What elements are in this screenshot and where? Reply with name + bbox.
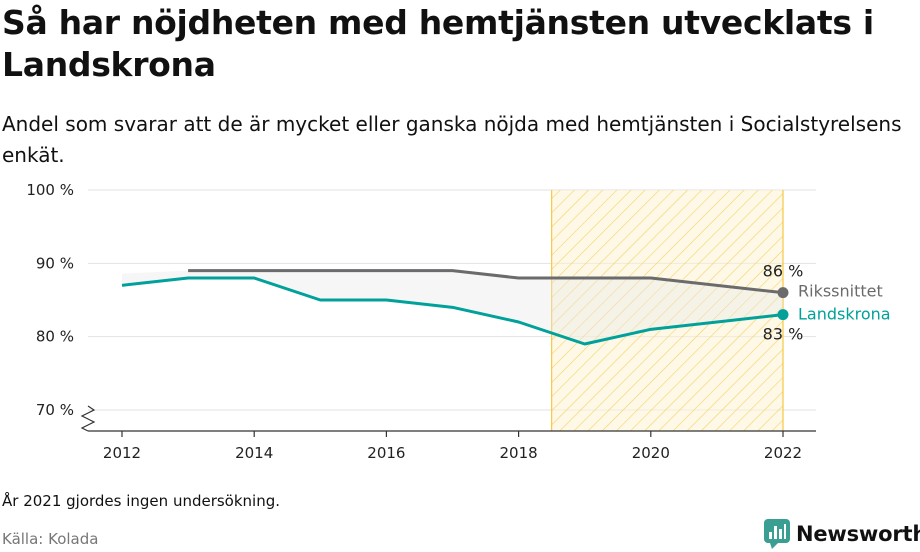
gap-area-layer — [122, 270, 784, 344]
source-note: Källa: Kolada — [2, 530, 99, 548]
y-tick-label: 80 % — [36, 328, 74, 346]
highlight-hatch — [551, 190, 783, 431]
x-tick-label: 2016 — [367, 444, 405, 462]
line-chart: 70 %80 %90 %100 % 2012 2014 2016 2018 2020 20… — [26, 181, 891, 462]
end-point-landskrona — [777, 309, 789, 321]
newsworthy-logo: Newsworthy — [764, 518, 920, 550]
x-tick-label: 2018 — [500, 444, 538, 462]
y-tick-label: 90 % — [36, 254, 74, 272]
labels-layer: 86 % 83 % Rikssnittet Landskrona — [763, 262, 891, 344]
gap-area-start — [122, 270, 189, 286]
end-value-landskrona: 83 % — [763, 325, 804, 344]
gap-area — [188, 270, 784, 344]
chart-subtitle: Andel som svarar att de är mycket eller … — [2, 112, 902, 167]
x-tick-label: 2012 — [103, 444, 141, 462]
x-tick-label: 2022 — [764, 444, 802, 462]
x-tick-label: 2020 — [632, 444, 670, 462]
series-name-rikssnittet: Rikssnittet — [798, 282, 883, 301]
highlight-layer — [551, 190, 784, 431]
chart-title: Så har nöjdheten med hemtjänsten utveckl… — [2, 3, 874, 84]
end-point-rikssnittet — [777, 287, 789, 299]
series-line-landskrona — [121, 276, 784, 346]
brand-name: Newsworthy — [796, 522, 920, 546]
series-line-rikssnittet — [188, 269, 784, 295]
footnote: År 2021 gjordes ingen undersökning. — [2, 492, 281, 510]
axis-break-icon — [80, 405, 96, 432]
x-tick-label: 2014 — [235, 444, 273, 462]
lines-layer — [121, 269, 789, 346]
end-value-rikssnittet: 86 % — [763, 262, 804, 281]
y-tick-label: 70 % — [36, 401, 74, 419]
axis-layer: 2012 2014 2016 2018 2020 2022 — [80, 405, 816, 462]
y-tick-label: 100 % — [26, 181, 74, 199]
series-name-landskrona: Landskrona — [798, 305, 891, 324]
newsworthy-logo-icon — [764, 519, 790, 549]
